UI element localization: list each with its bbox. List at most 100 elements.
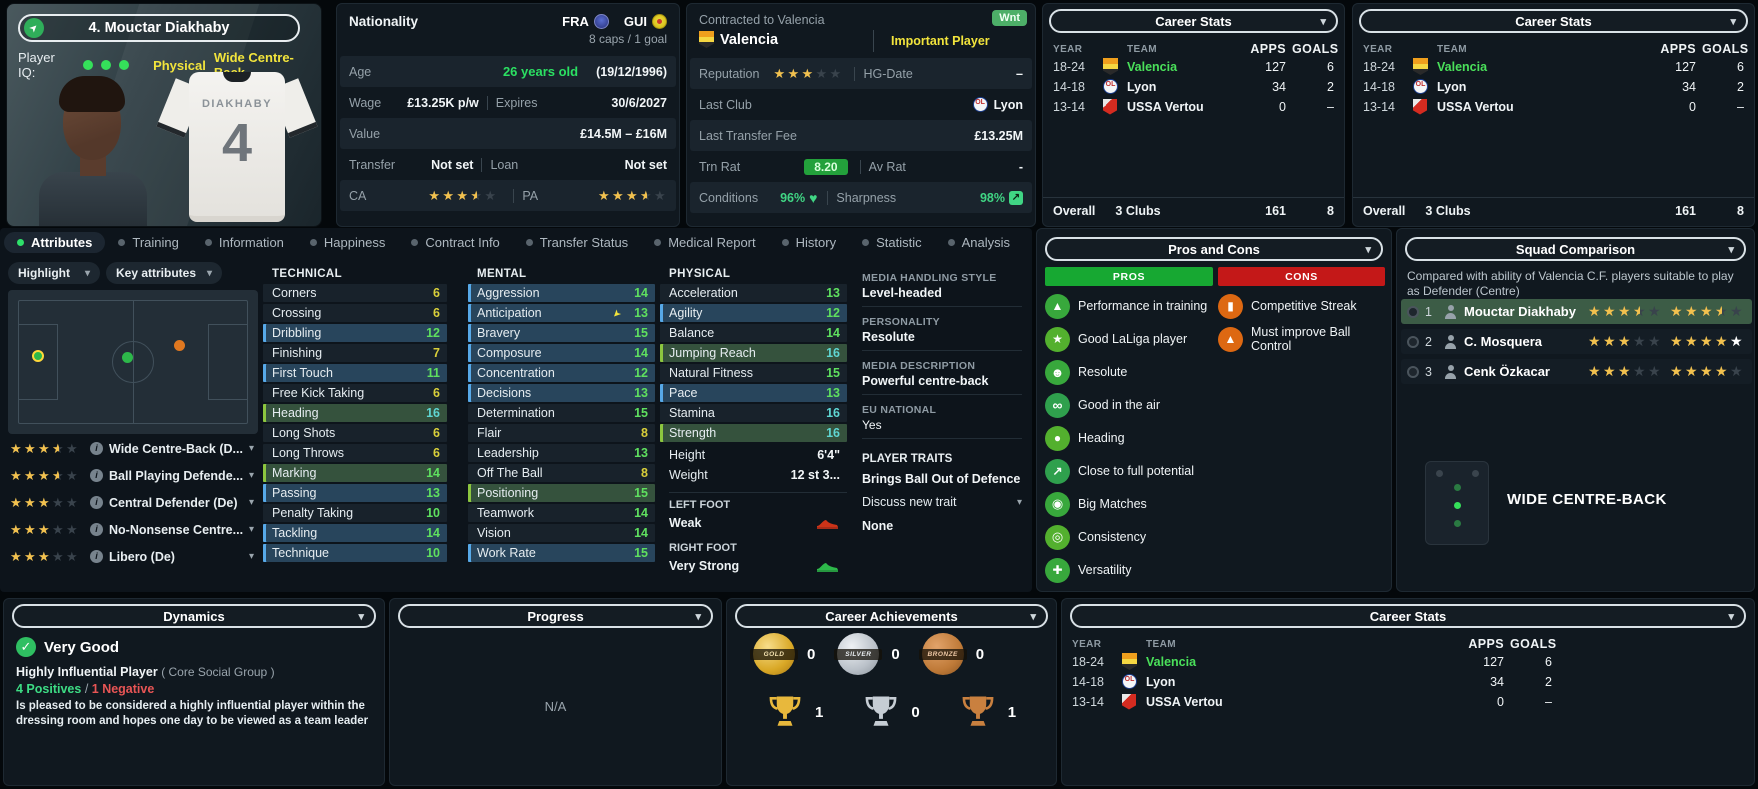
key-attributes-dropdown[interactable]: Key attributes ▾: [106, 262, 222, 284]
pitch-centre-circle: [112, 341, 154, 383]
squad-comparison-row[interactable]: 2 C. Mosquera ★★★★★★★★★★ ★★★★★★★★★★: [1401, 329, 1752, 354]
pro-label: Good in the air: [1078, 398, 1160, 412]
trophy-count: 0: [911, 703, 920, 721]
hg-date-label: HG-Date: [863, 66, 913, 81]
career-stats-row[interactable]: 13-14 USSA Vertou 0 –: [1043, 97, 1344, 116]
info-icon[interactable]: i: [90, 469, 103, 482]
career-stats-row[interactable]: 13-14 USSA Vertou 0 –: [1353, 97, 1754, 116]
profile-tab[interactable]: Happiness: [297, 232, 398, 253]
squad-comparison-row[interactable]: 1 Mouctar Diakhaby ★★★★★★★★★★ ★★★★★★★★★★: [1401, 299, 1752, 324]
tab-label: Information: [218, 234, 284, 250]
profile-tab[interactable]: Statistic: [849, 232, 935, 253]
nationality-secondary: GUI: [623, 14, 647, 29]
profile-tab[interactable]: Transfer Status: [513, 232, 641, 253]
attribute-value: 13: [826, 286, 840, 300]
career-stats-panel: Career Stats ▾ YEAR TEAM APPS GOALS 18-24…: [1352, 3, 1755, 227]
career-goals: –: [1545, 694, 1552, 709]
media-handling-label: MEDIA HANDLING STYLE: [862, 272, 997, 284]
transfer-status: Not set: [431, 157, 474, 172]
value-row: Value £14.5M – £16M: [340, 118, 676, 149]
career-stats-row[interactable]: 13-14 USSA Vertou 0 –: [1062, 692, 1562, 711]
squad-comparison-dropdown[interactable]: Squad Comparison ▾: [1405, 237, 1746, 261]
profile-tab[interactable]: Training: [105, 232, 191, 253]
position-rating-row[interactable]: ★★★★★★★★★★ i Libero (De) ▾: [4, 544, 260, 569]
position-rating-row[interactable]: ★★★★★★★★★★ i Wide Centre-Back (D... ▾: [4, 436, 260, 461]
player-header-card: ➤ 4. Mouctar Diakhaby Player IQ: Physica…: [6, 3, 322, 227]
career-team: Valencia: [1146, 654, 1197, 669]
chevron-down-icon[interactable]: ▾: [248, 551, 254, 562]
squad-comparison-row[interactable]: 3 Cenk Özkacar ★★★★★★★★★★ ★★★★★★★★★★: [1401, 359, 1752, 384]
selected-position-dot[interactable]: [32, 350, 44, 362]
attribute-name: First Touch: [272, 366, 333, 380]
profile-tab[interactable]: Attributes: [4, 231, 106, 253]
career-stats-row[interactable]: 14-18 Lyon 34 2: [1043, 77, 1344, 96]
eu-national-label: EU NATIONAL: [862, 404, 937, 416]
attribute-name: Aggression: [477, 286, 540, 300]
position-ratings-list: ★★★★★★★★★★ i Wide Centre-Back (D... ▾ ★★…: [4, 436, 260, 571]
photo-body: [39, 172, 147, 226]
shirt-number: 4: [221, 113, 253, 173]
career-stats-row[interactable]: 14-18 Lyon 34 2: [1353, 77, 1754, 96]
contract-header: Contracted to Valencia Valencia Importan…: [687, 4, 1035, 58]
attribute-name: Acceleration: [669, 286, 738, 300]
chevron-down-icon[interactable]: ▾: [248, 443, 254, 454]
career-year: 13-14: [1053, 99, 1085, 114]
goals-column: GOALS: [1510, 637, 1557, 651]
position-stars: ★★★★★★★★★★: [10, 441, 78, 456]
career-stats-row[interactable]: 14-18 Lyon 34 2: [1062, 672, 1562, 691]
accomplished-position-dot[interactable]: [174, 340, 185, 351]
info-icon[interactable]: i: [90, 550, 103, 563]
attribute-value: 15: [634, 406, 648, 420]
info-icon[interactable]: i: [90, 496, 103, 509]
con-label: Must improve Ball Control: [1251, 325, 1351, 353]
career-stats-dropdown[interactable]: Career Stats ▾: [1359, 9, 1748, 33]
attribute-row: Vision ➤ 14: [468, 524, 655, 542]
career-stats-row[interactable]: 18-24 Valencia 127 6: [1353, 57, 1754, 76]
player-nav-icon[interactable]: ➤: [24, 18, 44, 38]
expires-label: Expires: [495, 95, 538, 110]
attribute-name: Off The Ball: [477, 466, 543, 480]
attribute-name: Teamwork: [477, 506, 534, 520]
info-icon[interactable]: i: [90, 523, 103, 536]
tab-label: Happiness: [323, 234, 386, 250]
dynamics-dropdown[interactable]: Dynamics ▾: [12, 604, 376, 628]
chevron-down-icon[interactable]: ▾: [248, 524, 254, 535]
attribute-value: 6: [433, 386, 440, 400]
medal-count: 0: [807, 645, 816, 663]
pro-item: Good in the air: [1045, 392, 1213, 418]
career-stats-row[interactable]: 18-24 Valencia 127 6: [1062, 652, 1562, 671]
contract-panel: Contracted to Valencia Valencia Importan…: [686, 3, 1036, 227]
medal-item: BRONZE 0: [918, 633, 984, 675]
career-stats-dropdown[interactable]: Career Stats ▾: [1049, 9, 1338, 33]
info-icon[interactable]: i: [90, 442, 103, 455]
cons-header: CONS: [1218, 267, 1385, 286]
profile-tab[interactable]: Medical Report: [641, 232, 768, 253]
attribute-value: 14: [634, 346, 648, 360]
player-name-selector[interactable]: ➤ 4. Mouctar Diakhaby: [18, 14, 300, 42]
highlight-dropdown[interactable]: Highlight ▾: [8, 262, 100, 284]
expires-value: 30/6/2027: [611, 95, 667, 110]
position-rating-row[interactable]: ★★★★★★★★★★ i Ball Playing Defende... ▾: [4, 463, 260, 488]
attributes-section: Attributes Training Information Happines…: [0, 228, 1032, 592]
profile-tab[interactable]: Information: [192, 232, 297, 253]
hg-date-value: –: [1016, 66, 1023, 81]
profile-tab[interactable]: Contract Info: [398, 232, 512, 253]
chevron-down-icon[interactable]: ▾: [248, 470, 254, 481]
club-name[interactable]: Valencia: [720, 31, 779, 48]
career-goals: 2: [1327, 79, 1334, 94]
position-rating-row[interactable]: ★★★★★★★★★★ i Central Defender (De) ▾: [4, 490, 260, 515]
chevron-down-icon[interactable]: ▾: [248, 497, 254, 508]
left-boot-icon: [816, 517, 840, 529]
natural-position-dot[interactable]: [122, 352, 133, 363]
career-stats-dropdown[interactable]: Career Stats ▾: [1070, 604, 1746, 628]
position-rating-row[interactable]: ★★★★★★★★★★ i No-Nonsense Centre... ▾: [4, 517, 260, 542]
pros-and-cons-dropdown[interactable]: Pros and Cons ▾: [1045, 237, 1383, 261]
career-achievements-dropdown[interactable]: Career Achievements ▾: [735, 604, 1048, 628]
attribute-value: 13: [426, 486, 440, 500]
career-stats-row[interactable]: 18-24 Valencia 127 6: [1043, 57, 1344, 76]
progress-dropdown[interactable]: Progress ▾: [398, 604, 713, 628]
profile-tab[interactable]: History: [769, 232, 849, 253]
discuss-new-trait-dropdown[interactable]: Discuss new trait ▾: [862, 495, 1022, 509]
profile-tab[interactable]: Analysis: [935, 232, 1023, 253]
career-year: 14-18: [1363, 79, 1395, 94]
